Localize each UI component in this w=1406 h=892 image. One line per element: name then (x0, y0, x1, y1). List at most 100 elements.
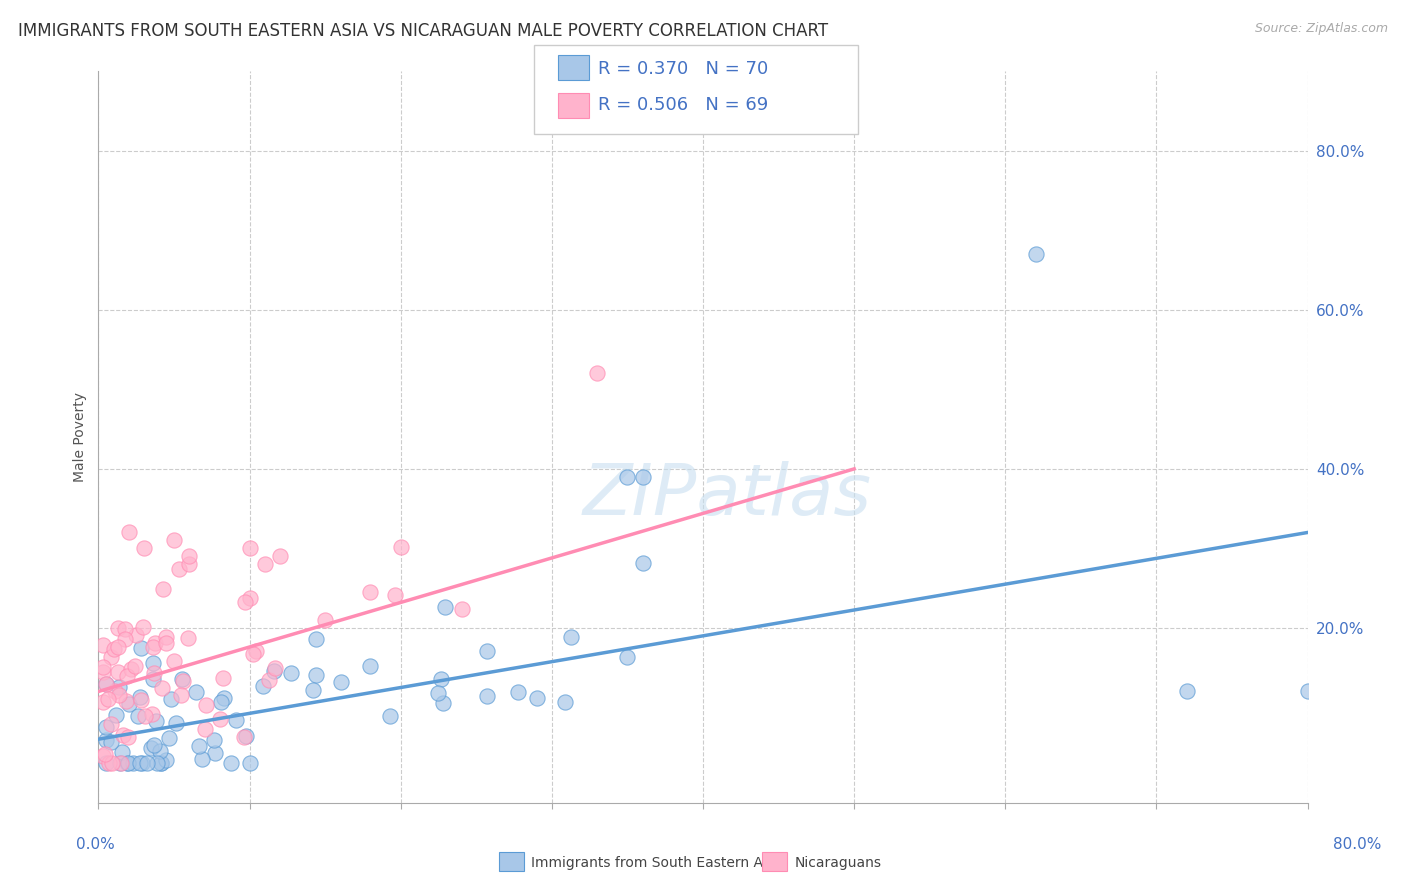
Point (91, 638, 114, 652)
Point (432, 696, 454, 710)
Point (97, 692, 120, 706)
Point (127, 709, 149, 723)
Point (560, 631, 582, 645)
Point (176, 632, 198, 646)
Point (184, 685, 207, 699)
Point (314, 613, 336, 627)
Point (98, 756, 121, 770)
Point (269, 549, 291, 564)
Point (150, 756, 173, 770)
Point (1296, 684, 1319, 698)
Point (135, 756, 157, 770)
Point (204, 746, 226, 760)
Point (108, 680, 131, 694)
Point (146, 756, 169, 770)
Point (115, 756, 138, 770)
Point (179, 549, 201, 564)
Point (194, 722, 217, 736)
Point (167, 562, 190, 576)
Text: R = 0.506   N = 69: R = 0.506 N = 69 (598, 96, 768, 114)
Point (219, 756, 242, 770)
Point (107, 621, 129, 635)
Point (108, 688, 131, 702)
Point (305, 667, 328, 681)
Point (96, 676, 118, 690)
Point (94, 756, 117, 770)
Text: Immigrants from South Eastern Asia: Immigrants from South Eastern Asia (531, 855, 783, 870)
Point (129, 641, 152, 656)
Point (155, 753, 177, 767)
Point (107, 665, 129, 679)
Point (359, 659, 381, 673)
Point (105, 708, 128, 723)
Point (208, 712, 231, 726)
Point (330, 675, 353, 690)
Point (257, 673, 280, 688)
Point (114, 632, 136, 646)
Point (264, 661, 287, 675)
Point (132, 541, 155, 556)
Point (302, 683, 325, 698)
Point (143, 666, 166, 681)
Point (143, 738, 166, 752)
Point (117, 756, 139, 770)
Point (139, 740, 162, 755)
Point (159, 692, 181, 706)
Point (235, 729, 257, 743)
Text: Source: ZipAtlas.com: Source: ZipAtlas.com (1254, 22, 1388, 36)
Point (155, 636, 177, 650)
Text: 0.0%: 0.0% (76, 838, 115, 852)
Point (91, 748, 114, 763)
Point (121, 756, 143, 770)
Point (111, 745, 134, 759)
Point (103, 642, 125, 657)
Point (631, 470, 654, 484)
Point (152, 582, 174, 597)
Point (165, 716, 187, 731)
Point (477, 644, 499, 658)
Point (111, 728, 134, 742)
Point (142, 656, 165, 670)
Point (430, 672, 453, 686)
Point (214, 690, 236, 705)
Point (202, 732, 225, 747)
Point (190, 752, 212, 766)
Point (155, 630, 177, 644)
Point (475, 689, 498, 703)
Point (450, 602, 472, 616)
Point (239, 541, 262, 556)
Text: ZIPatlas: ZIPatlas (582, 461, 872, 530)
Point (170, 688, 193, 702)
Point (91, 660, 114, 674)
Point (263, 665, 285, 679)
Point (508, 685, 530, 699)
Point (124, 659, 146, 673)
Point (94, 747, 117, 761)
Point (117, 730, 139, 744)
Point (104, 684, 127, 698)
Point (100, 716, 122, 731)
Point (108, 756, 131, 770)
Point (91, 696, 114, 710)
Point (233, 730, 256, 744)
Point (110, 756, 132, 770)
Point (94, 720, 117, 734)
Point (132, 620, 155, 634)
Point (142, 640, 165, 654)
Point (115, 669, 138, 683)
Point (115, 693, 138, 707)
Point (209, 695, 232, 709)
Y-axis label: Male Poverty: Male Poverty (73, 392, 87, 482)
Point (107, 640, 129, 654)
Point (305, 632, 328, 647)
Text: Nicaraguans: Nicaraguans (794, 855, 882, 870)
Point (179, 558, 201, 572)
Point (143, 636, 166, 650)
Text: IMMIGRANTS FROM SOUTH EASTERN ASIA VS NICARAGUAN MALE POVERTY CORRELATION CHART: IMMIGRANTS FROM SOUTH EASTERN ASIA VS NI… (18, 22, 828, 40)
Point (150, 756, 173, 770)
Point (426, 686, 449, 700)
Point (163, 533, 186, 548)
Point (170, 673, 193, 687)
Point (239, 591, 262, 606)
Point (1024, 247, 1046, 261)
